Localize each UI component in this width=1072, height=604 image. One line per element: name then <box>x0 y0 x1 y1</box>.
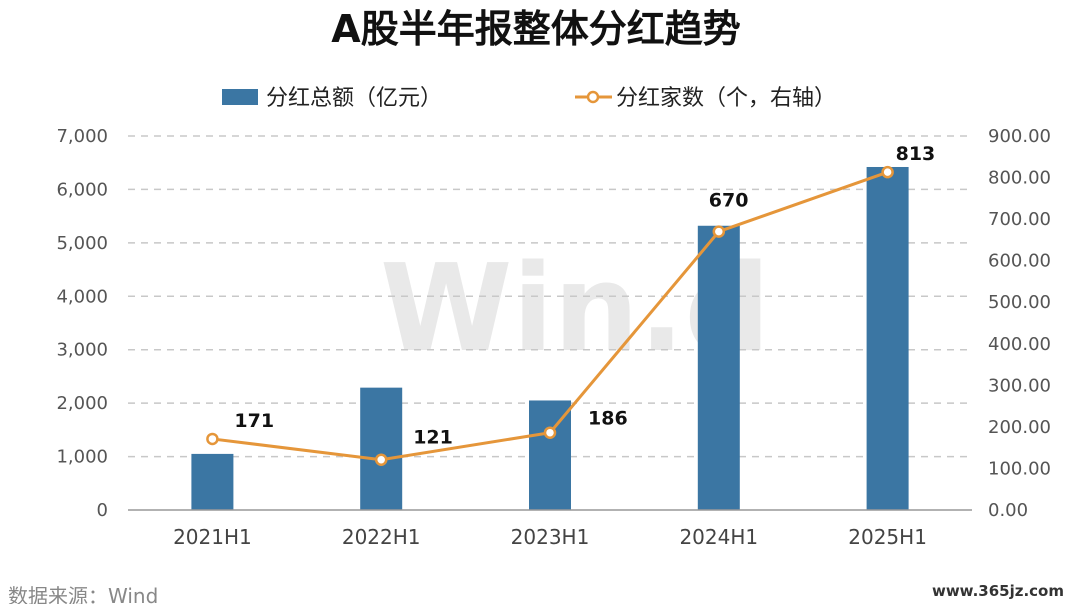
bar <box>191 453 234 510</box>
data-label: 813 <box>896 143 936 165</box>
legend-line-label: 分红家数（个，右轴） <box>616 86 836 111</box>
y-left-tick-label: 2,000 <box>56 393 108 414</box>
line-series <box>206 165 894 466</box>
x-tick-label: 2024H1 <box>679 525 758 549</box>
y-axis-right: 0.00 100.00 200.00 300.00 400.00 500.00 600.00… <box>988 126 1051 521</box>
y-right-tick-label: 600.00 <box>988 251 1051 272</box>
y-axis-left: 0 1,000 2,000 3,000 4,000 5,000 6,000 7,000 <box>56 126 108 521</box>
x-tick-label: 2021H1 <box>173 525 252 549</box>
line-point <box>543 426 557 439</box>
bar <box>529 400 571 510</box>
legend-bar-swatch <box>222 89 258 105</box>
y-right-tick-label: 100.00 <box>988 458 1051 479</box>
data-label: 171 <box>234 410 274 432</box>
y-right-tick-label: 300.00 <box>988 375 1051 396</box>
x-axis: 2021H1 2022H1 2023H1 2024H1 2025H1 <box>173 525 927 549</box>
bar <box>697 225 740 510</box>
y-right-tick-label: 400.00 <box>988 334 1051 355</box>
x-tick-label: 2022H1 <box>342 525 421 549</box>
bar <box>866 166 909 510</box>
legend-bar-label: 分红总额（亿元） <box>266 86 442 111</box>
data-label: 186 <box>588 408 628 430</box>
y-left-tick-label: 7,000 <box>56 126 108 147</box>
legend-line-marker <box>586 90 600 104</box>
y-right-tick-label: 800.00 <box>988 168 1051 189</box>
y-left-tick-label: 5,000 <box>56 233 108 254</box>
y-left-tick-label: 0 <box>97 500 108 521</box>
y-left-tick-label: 1,000 <box>56 447 108 468</box>
x-tick-label: 2023H1 <box>511 525 590 549</box>
source-note: 数据来源：Wind <box>8 584 158 604</box>
y-right-tick-label: 900.00 <box>988 126 1051 147</box>
data-labels: 171 121 186 670 813 <box>234 143 935 449</box>
y-right-tick-label: 500.00 <box>988 292 1051 313</box>
line-point <box>374 453 388 466</box>
y-right-tick-label: 0.00 <box>988 500 1028 521</box>
bar-series <box>191 166 909 510</box>
data-label: 121 <box>413 427 453 449</box>
corner-watermark: www.365jz.com <box>932 582 1064 600</box>
x-tick-label: 2025H1 <box>848 525 927 549</box>
y-left-tick-label: 3,000 <box>56 340 108 361</box>
bar <box>360 387 403 510</box>
legend: 分红总额（亿元） 分红家数（个，右轴） <box>222 86 836 111</box>
chart-title: A股半年报整体分红趋势 <box>331 7 740 51</box>
line-point <box>206 432 219 446</box>
y-left-tick-label: 6,000 <box>56 179 108 200</box>
line-point <box>712 225 726 238</box>
y-right-tick-label: 700.00 <box>988 209 1051 230</box>
line-point <box>881 165 894 179</box>
y-right-tick-label: 200.00 <box>988 417 1051 438</box>
y-left-tick-label: 4,000 <box>56 286 108 307</box>
data-label: 670 <box>709 190 749 212</box>
